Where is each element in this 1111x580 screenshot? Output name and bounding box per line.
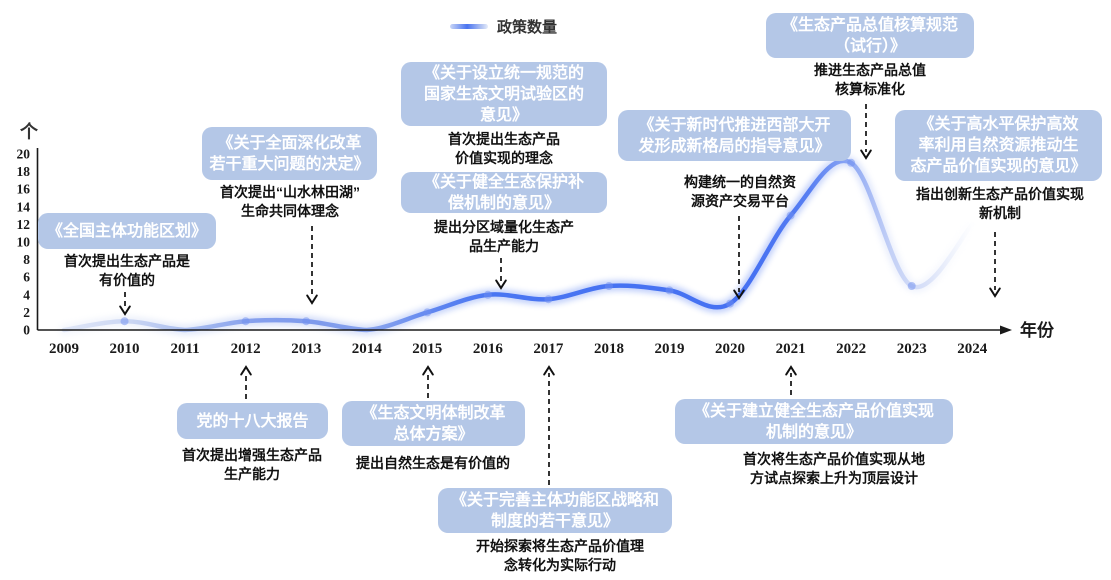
y-tick-label: 2 xyxy=(23,305,30,320)
policy-count-series xyxy=(58,155,978,336)
y-tick-label: 12 xyxy=(17,217,31,232)
data-point-marker xyxy=(665,286,674,295)
data-point-marker xyxy=(847,158,856,167)
x-tick-label: 2021 xyxy=(776,341,806,357)
x-tick-label: 2014 xyxy=(352,341,383,357)
policy-box-3: 《关于设立统一规范的 国家生态文明试验区的 意见》 xyxy=(401,62,607,126)
y-tick-label: 18 xyxy=(17,164,31,179)
policy-box-8: 党的十八大报告 xyxy=(177,403,328,439)
data-point-marker xyxy=(544,295,553,304)
data-point-marker xyxy=(241,317,250,326)
arrowhead-down xyxy=(495,279,507,290)
policy-caption-10: 开始探索将生态产品价值理 念转化为实际行动 xyxy=(476,538,644,573)
policy-box-10: 《关于完善主体功能区战略和 制度的若干意见》 xyxy=(438,488,672,533)
y-tick-label: 8 xyxy=(23,252,30,267)
y-tick-label: 16 xyxy=(17,182,31,197)
policy-caption-5: 构建统一的自然资 源资产交易平台 xyxy=(684,174,796,209)
y-tick-label: 14 xyxy=(17,199,31,214)
x-axis-title: 年份 xyxy=(1020,320,1055,340)
policy-box-2: 《关于全面深化改革 若干重大问题的决定》 xyxy=(202,127,377,180)
policy-caption-1: 首次提出生态产品是 有价值的 xyxy=(64,253,190,288)
data-point-marker xyxy=(423,308,432,317)
legend: 政策数量 xyxy=(450,16,557,37)
x-tick-label: 2018 xyxy=(594,341,624,357)
data-point-marker xyxy=(483,290,492,299)
data-point-marker xyxy=(302,317,311,326)
legend-label: 政策数量 xyxy=(497,19,558,36)
annotation-arrows xyxy=(119,104,1001,485)
policy-caption-11: 首次将生态产品价值实现从地 方试点探索上升为顶层设计 xyxy=(743,451,925,486)
y-tick-label: 6 xyxy=(23,270,30,285)
policy-box-6: 《生态产品总值核算规范 （试行）》 xyxy=(766,13,974,58)
axes: 0 2 4 6 8 10 12 14 16 18 20 2009 2010 2011 2012 2013 201… xyxy=(17,121,1056,357)
policy-box-11: 《关于建立健全生态产品价值实现 机制的意见》 xyxy=(675,399,953,444)
x-tick-label: 2013 xyxy=(291,341,321,357)
data-point-marker xyxy=(907,282,916,290)
arrowhead-down xyxy=(306,294,318,305)
data-point-marker xyxy=(604,282,613,290)
data-point-marker xyxy=(786,211,795,220)
policy-caption-9: 提出自然生态是有价值的 xyxy=(356,455,510,471)
policy-caption-4: 提出分区域量化生态产 品生产能力 xyxy=(434,219,574,254)
arrowhead-up xyxy=(785,365,797,376)
policy-box-9: 《生态文明体制改革 总体方案》 xyxy=(342,401,525,446)
x-tick-label: 2012 xyxy=(231,341,261,357)
legend-line-swatch xyxy=(450,24,488,29)
policy-box-5: 《关于新时代推进西部大开 发形成新格局的指导意见》 xyxy=(618,110,851,161)
x-tick-label: 2010 xyxy=(110,341,140,357)
y-tick-label: 20 xyxy=(17,147,31,162)
x-tick-label: 2020 xyxy=(715,341,745,357)
policy-box-4: 《关于健全生态保护补 偿机制的意见》 xyxy=(401,172,607,213)
x-tick-label: 2022 xyxy=(836,341,866,357)
policy-box-1: 《全国主体功能区划》 xyxy=(38,213,216,249)
policy-box-7: 《关于高水平保护高效 率利用自然资源推动生 态产品价值实现的意见》 xyxy=(895,110,1102,181)
x-tick-label: 2016 xyxy=(473,341,504,357)
x-tick-label: 2011 xyxy=(171,341,200,357)
policy-caption-8: 首次提出增强生态产品 生产能力 xyxy=(182,447,322,482)
arrowhead-down xyxy=(119,305,131,316)
y-tick-label: 0 xyxy=(23,323,30,338)
arrowhead-down xyxy=(989,287,1001,298)
data-point-marker xyxy=(120,317,129,326)
data-point-marker xyxy=(726,299,735,308)
x-tick-label: 2019 xyxy=(655,341,685,357)
y-tick-label: 10 xyxy=(17,235,31,250)
policy-caption-6: 推进生态产品总值 核算标准化 xyxy=(814,62,926,97)
x-tick-label: 2023 xyxy=(897,341,927,357)
y-tick-label: 4 xyxy=(23,287,30,302)
policy-caption-3: 首次提出生态产品 价值实现的理念 xyxy=(448,131,560,166)
y-axis-unit-label: 个 xyxy=(19,121,39,142)
x-tick-label: 2015 xyxy=(412,341,442,357)
arrowhead-down xyxy=(860,149,872,160)
x-tick-label: 2017 xyxy=(533,341,564,357)
policy-caption-7: 指出创新生态产品价值实现 新机制 xyxy=(916,186,1084,221)
arrowhead-up xyxy=(422,365,434,376)
x-tick-label: 2024 xyxy=(957,341,988,357)
x-tick-label: 2009 xyxy=(49,341,79,357)
arrowhead-up xyxy=(240,365,252,376)
arrowhead-down xyxy=(733,289,745,300)
policy-caption-2: 首次提出“山水林田湖” 生命共同体理念 xyxy=(220,184,360,219)
x-axis-arrowhead xyxy=(1000,325,1012,335)
arrowhead-up xyxy=(543,365,555,376)
